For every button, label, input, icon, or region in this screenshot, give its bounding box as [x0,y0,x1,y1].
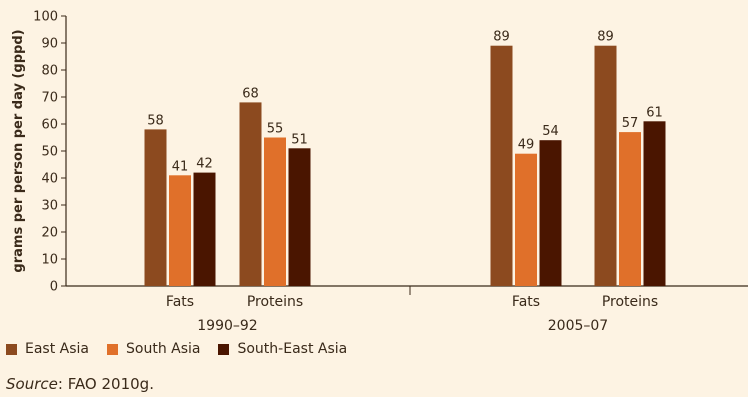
legend-item-south-asia: South Asia [107,341,200,357]
legend-label-east-asia: East Asia [25,341,89,357]
y-tick-label: 20 [41,226,58,241]
x-category-label: Proteins [247,294,303,310]
data-label-south-east-asia: 54 [542,124,559,139]
bar-east-asia [594,45,617,287]
x-category-label: Fats [166,294,194,310]
legend-swatch-south-asia [107,343,118,355]
x-category-label: Proteins [602,294,658,310]
source-note: Source: FAO 2010g. [6,375,154,393]
bar-south-asia [264,137,286,286]
data-label-south-east-asia: 42 [196,157,213,172]
legend-label-south-east-asia: South-East Asia [237,341,348,357]
bar-east-asia [144,129,167,286]
y-tick-label: 0 [50,280,58,295]
y-tick-label: 30 [41,199,58,214]
bar-south-asia [169,175,191,286]
data-label-south-asia: 49 [518,138,535,153]
data-label-east-asia: 68 [242,86,259,101]
y-tick-label: 50 [41,145,58,160]
bar-south-east-asia [539,140,562,286]
data-label-south-asia: 55 [267,122,284,137]
y-tick-label: 100 [33,10,58,25]
y-tick-label: 10 [41,253,58,268]
x-category-label: Fats [512,294,540,310]
legend-swatch-south-east-asia [218,343,230,355]
bar-south-asia [515,153,537,286]
bar-east-asia [239,102,262,287]
x-period-label: 2005–07 [548,318,608,334]
x-period-label: 1990–92 [197,318,257,334]
data-label-south-east-asia: 61 [646,105,663,120]
data-label-east-asia: 58 [147,113,164,128]
y-tick-label: 60 [41,118,58,133]
y-tick-label: 40 [41,172,58,187]
y-tick-label: 90 [41,37,58,52]
bar-east-asia [490,45,513,287]
bar-south-east-asia [643,121,666,286]
legend-item-south-east-asia: South-East Asia [218,341,347,357]
bar-south-east-asia [193,172,216,286]
data-label-south-east-asia: 51 [291,132,308,147]
bar-south-asia [619,132,641,286]
data-label-east-asia: 89 [597,30,614,45]
data-label-south-asia: 41 [172,159,189,174]
source-text: FAO 2010g. [67,375,154,393]
y-tick-label: 80 [41,64,58,79]
legend-swatch-east-asia [6,343,17,355]
legend-item-east-asia: East Asia [6,341,89,357]
y-tick-label: 70 [41,91,58,106]
y-axis-label: grams per person per day (gppd) [11,29,26,272]
data-label-south-asia: 57 [622,116,639,131]
legend-label-south-asia: South Asia [126,341,201,357]
source-label: Source [6,375,58,393]
bar-south-east-asia [288,148,311,286]
bar-chart: grams per person per day (gppd) 0 10 20 30 40… [11,10,748,334]
legend: East Asia South Asia South-East Asia [6,341,347,357]
source-colon: : [57,375,68,393]
data-label-east-asia: 89 [493,30,510,45]
